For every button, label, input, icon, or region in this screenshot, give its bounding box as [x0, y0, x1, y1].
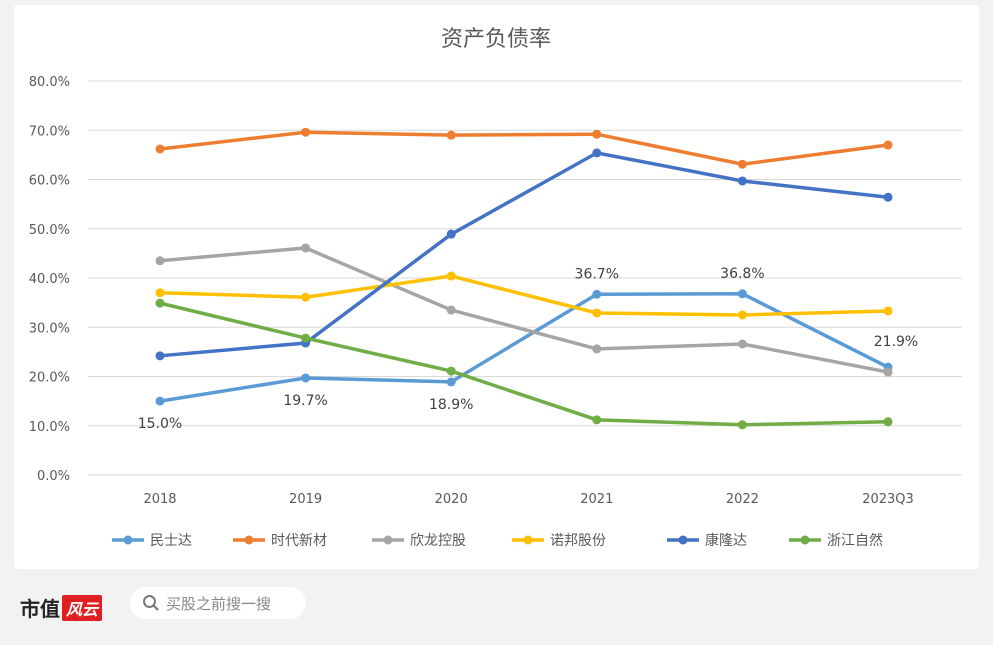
data-point	[155, 256, 165, 266]
data-point	[883, 306, 893, 316]
search-icon	[143, 595, 159, 611]
data-point	[301, 333, 311, 343]
x-tick-label: 2020	[435, 492, 468, 507]
y-tick-label: 70.0%	[29, 124, 70, 139]
data-point	[446, 229, 456, 239]
x-tick-label: 2021	[580, 492, 613, 507]
data-label: 36.7%	[575, 266, 619, 282]
data-point	[301, 243, 311, 253]
series-line-时代新材	[159, 130, 889, 167]
data-point	[592, 289, 602, 299]
data-point	[737, 310, 747, 320]
legend-label: 浙江自然	[827, 532, 883, 549]
series-line-浙江自然	[159, 301, 889, 427]
data-point	[737, 176, 747, 186]
data-point	[737, 289, 747, 299]
data-point	[737, 339, 747, 349]
y-tick-label: 10.0%	[29, 420, 70, 435]
data-point	[155, 396, 165, 406]
data-point	[301, 292, 311, 302]
y-tick-label: 0.0%	[37, 469, 70, 484]
x-tick-label: 2022	[726, 492, 759, 507]
legend-label: 诺邦股份	[550, 533, 606, 549]
legend-marker	[523, 535, 533, 545]
data-point	[737, 420, 747, 430]
legend-label: 时代新材	[271, 533, 327, 549]
data-point	[446, 271, 456, 281]
data-point	[883, 140, 893, 150]
search-placeholder: 买股之前搜一搜	[166, 594, 272, 613]
data-point	[446, 305, 456, 315]
y-tick-label: 80.0%	[29, 75, 70, 90]
legend-label: 民士达	[150, 533, 192, 549]
data-point	[592, 308, 602, 318]
search-input[interactable]: 买股之前搜一搜	[130, 587, 306, 619]
chart-title: 资产负债率	[441, 27, 551, 52]
y-tick-label: 40.0%	[29, 272, 70, 287]
data-label: 36.8%	[720, 266, 764, 282]
legend-marker	[244, 535, 254, 545]
series-line-欣龙控股	[159, 246, 889, 374]
x-tick-label: 2023Q3	[862, 492, 914, 507]
data-point	[155, 298, 165, 308]
data-point	[446, 130, 456, 140]
data-point	[883, 192, 893, 202]
series-line-诺邦股份	[159, 274, 889, 317]
series-line-民士达	[159, 292, 889, 403]
data-point	[592, 148, 602, 158]
y-tick-label: 20.0%	[29, 371, 70, 386]
legend-label: 欣龙控股	[410, 533, 466, 549]
data-label: 18.9%	[429, 397, 473, 413]
data-point	[592, 415, 602, 425]
footer: 市值 风云 买股之前搜一搜	[0, 575, 993, 635]
data-point	[446, 366, 456, 376]
data-point	[301, 373, 311, 383]
legend-marker	[678, 535, 688, 545]
x-tick-label: 2019	[289, 492, 322, 507]
data-label: 21.9%	[874, 334, 918, 350]
data-point	[737, 159, 747, 169]
data-point	[592, 344, 602, 354]
y-tick-label: 30.0%	[29, 321, 70, 336]
data-point	[446, 377, 456, 387]
brand-logo: 市值 风云	[20, 593, 103, 622]
data-label: 19.7%	[283, 393, 327, 409]
x-tick-label: 2018	[143, 492, 176, 507]
data-point	[155, 351, 165, 361]
y-tick-label: 50.0%	[29, 223, 70, 238]
legend-marker	[123, 535, 133, 545]
data-point	[155, 288, 165, 298]
data-label: 15.0%	[138, 416, 182, 432]
legend-label: 康隆达	[705, 532, 747, 549]
data-point	[883, 367, 893, 377]
data-point	[883, 417, 893, 427]
legend-marker	[800, 535, 810, 545]
legend-marker	[383, 535, 393, 545]
y-tick-label: 60.0%	[29, 174, 70, 189]
data-point	[592, 129, 602, 139]
data-point	[301, 127, 311, 137]
data-point	[155, 144, 165, 154]
series-line-康隆达	[159, 151, 889, 358]
